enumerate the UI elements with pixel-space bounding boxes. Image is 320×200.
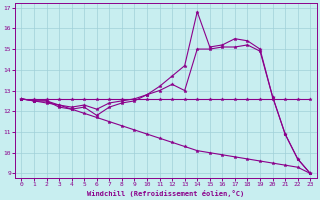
- X-axis label: Windchill (Refroidissement éolien,°C): Windchill (Refroidissement éolien,°C): [87, 190, 244, 197]
